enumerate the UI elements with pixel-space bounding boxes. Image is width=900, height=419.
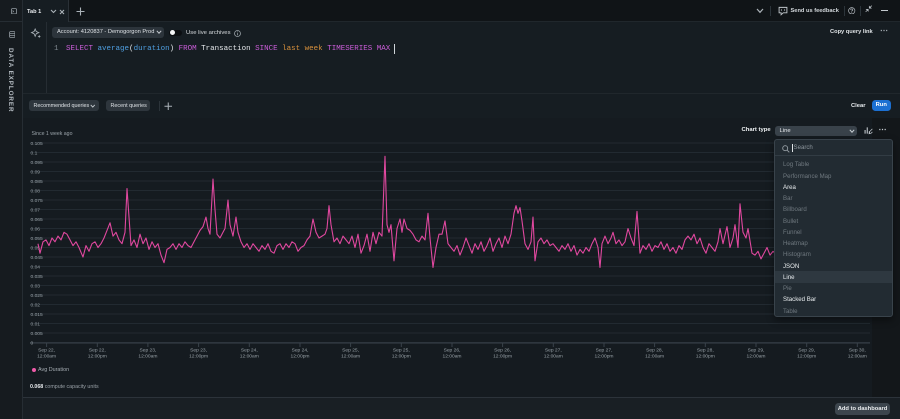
svg-text:0.05: 0.05 [31, 245, 41, 251]
svg-text:Sep 25,: Sep 25, [342, 348, 359, 354]
svg-text:Sep 27,: Sep 27, [596, 348, 613, 354]
svg-text:Sep 22,: Sep 22, [38, 348, 55, 354]
svg-text:12:00am: 12:00am [746, 354, 765, 360]
svg-text:12:00am: 12:00am [240, 354, 259, 360]
svg-text:12:00am: 12:00am [138, 354, 157, 360]
svg-text:0.055: 0.055 [31, 236, 44, 242]
svg-text:Sep 23,: Sep 23, [139, 348, 156, 354]
svg-text:12:00pm: 12:00pm [696, 354, 715, 360]
svg-text:12:00pm: 12:00pm [594, 354, 613, 360]
svg-text:12:00am: 12:00am [848, 354, 867, 360]
svg-text:Sep 28,: Sep 28, [697, 348, 714, 354]
svg-text:0: 0 [31, 340, 34, 346]
svg-text:Sep 29,: Sep 29, [798, 348, 815, 354]
svg-text:0.02: 0.02 [31, 302, 41, 308]
svg-text:Sep 26,: Sep 26, [494, 348, 511, 354]
svg-text:0.035: 0.035 [31, 274, 44, 280]
svg-text:0.005: 0.005 [31, 331, 44, 337]
svg-text:0.095: 0.095 [31, 160, 44, 166]
svg-text:0.08: 0.08 [31, 188, 41, 194]
svg-text:0.09: 0.09 [31, 169, 41, 175]
svg-text:0.045: 0.045 [31, 255, 44, 261]
svg-text:Sep 30,: Sep 30, [849, 348, 866, 354]
svg-text:Sep 28,: Sep 28, [646, 348, 663, 354]
svg-text:0.075: 0.075 [31, 198, 44, 204]
svg-text:12:00am: 12:00am [544, 354, 563, 360]
svg-text:12:00pm: 12:00pm [88, 354, 107, 360]
svg-text:0.1: 0.1 [31, 150, 38, 156]
svg-text:0.01: 0.01 [31, 321, 41, 327]
svg-text:12:00am: 12:00am [442, 354, 461, 360]
svg-text:0.06: 0.06 [31, 226, 41, 232]
svg-text:0.03: 0.03 [31, 283, 41, 289]
svg-text:Sep 24,: Sep 24, [241, 348, 258, 354]
svg-text:12:00am: 12:00am [645, 354, 664, 360]
svg-text:12:00am: 12:00am [341, 354, 360, 360]
svg-text:Sep 26,: Sep 26, [444, 348, 461, 354]
svg-text:0.04: 0.04 [31, 264, 41, 270]
svg-text:12:00am: 12:00am [37, 354, 56, 360]
svg-text:Sep 24,: Sep 24, [292, 348, 309, 354]
svg-text:12:00pm: 12:00pm [797, 354, 816, 360]
svg-text:0.065: 0.065 [31, 217, 44, 223]
svg-text:12:00pm: 12:00pm [392, 354, 411, 360]
svg-text:0.105: 0.105 [31, 141, 44, 147]
svg-text:12:00pm: 12:00pm [189, 354, 208, 360]
svg-text:0.025: 0.025 [31, 293, 44, 299]
svg-text:Sep 25,: Sep 25, [393, 348, 410, 354]
svg-text:Sep 22,: Sep 22, [89, 348, 106, 354]
svg-text:12:00pm: 12:00pm [493, 354, 512, 360]
svg-text:0.085: 0.085 [31, 179, 44, 185]
svg-text:0.07: 0.07 [31, 207, 41, 213]
svg-text:Sep 27,: Sep 27, [545, 348, 562, 354]
svg-text:Sep 23,: Sep 23, [190, 348, 207, 354]
svg-text:0.015: 0.015 [31, 312, 44, 318]
svg-text:Sep 29,: Sep 29, [748, 348, 765, 354]
svg-text:12:00pm: 12:00pm [290, 354, 309, 360]
